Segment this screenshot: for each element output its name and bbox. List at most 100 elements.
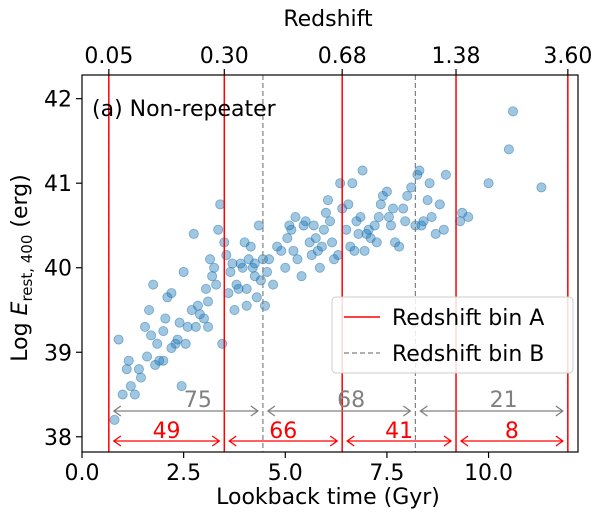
- data-point: [172, 334, 183, 345]
- y-tick-label: 38: [44, 426, 72, 451]
- data-point: [280, 262, 291, 273]
- data-point: [322, 195, 333, 206]
- data-point: [298, 220, 309, 231]
- data-point: [205, 254, 216, 265]
- x-tick-label: 10.0: [464, 461, 513, 486]
- data-point: [213, 224, 224, 235]
- data-point: [308, 220, 319, 231]
- data-point: [314, 262, 325, 273]
- data-point: [394, 241, 405, 252]
- data-point: [249, 258, 260, 269]
- data-point: [430, 228, 441, 239]
- data-point: [176, 381, 187, 392]
- data-point: [320, 207, 331, 218]
- data-point: [318, 224, 329, 235]
- data-point: [241, 283, 252, 294]
- data-point: [123, 355, 134, 366]
- data-point: [455, 216, 466, 227]
- x-axis-title: Lookback time (Gyr): [216, 485, 440, 510]
- data-point: [288, 245, 299, 256]
- bin-b-count-arrow-left-head: [112, 405, 122, 417]
- y-tick-label: 42: [44, 88, 72, 113]
- data-point: [327, 237, 338, 248]
- bin-b-count-label: 68: [337, 388, 365, 413]
- data-point: [190, 321, 201, 332]
- data-point: [207, 271, 218, 282]
- y-tick-label: 39: [44, 341, 72, 366]
- data-point: [221, 250, 232, 261]
- data-point: [351, 216, 362, 227]
- bin-a-count-arrow-right-head: [443, 435, 453, 447]
- data-point: [261, 266, 272, 277]
- data-point: [347, 178, 358, 189]
- data-point: [117, 389, 128, 400]
- x-tick-label: 7.5: [369, 461, 404, 486]
- top-tick-label: 0.30: [200, 44, 249, 69]
- data-point: [503, 144, 514, 155]
- bin-b-count-arrow-left-head: [266, 405, 276, 417]
- y-axis-title-symbol: E: [8, 301, 33, 315]
- x-tick-label: 0.0: [65, 461, 100, 486]
- data-point: [286, 224, 297, 235]
- data-point: [400, 216, 411, 227]
- y-axis-title-prefix: Log: [8, 315, 33, 361]
- top-tick-label: 3.60: [543, 44, 592, 69]
- data-point: [416, 220, 427, 231]
- bin-a-count-arrow-left-head: [228, 435, 237, 447]
- data-point: [259, 300, 270, 311]
- data-point: [215, 199, 226, 210]
- data-point: [335, 178, 346, 189]
- data-point: [188, 228, 199, 239]
- bin-b-count-arrow-right-head: [555, 405, 564, 417]
- data-point: [144, 304, 155, 315]
- y-tick-label: 41: [44, 172, 72, 197]
- data-point: [154, 355, 165, 366]
- data-point: [182, 321, 193, 332]
- data-point: [507, 106, 518, 117]
- data-point: [203, 296, 214, 307]
- data-point: [251, 292, 262, 303]
- data-point: [353, 228, 364, 239]
- data-point: [438, 224, 449, 235]
- data-point: [333, 250, 344, 261]
- data-point: [406, 182, 417, 193]
- bin-a-count-label: 66: [269, 419, 297, 444]
- data-point: [306, 250, 317, 261]
- y-axis-title-suffix: (erg): [8, 174, 33, 234]
- data-point: [290, 212, 301, 223]
- data-point: [160, 313, 171, 324]
- bin-a-count-arrow-right-head: [211, 435, 221, 447]
- x-tick-label: 2.5: [166, 461, 201, 486]
- data-point: [140, 321, 151, 332]
- data-point: [385, 220, 396, 231]
- y-tick-label: 40: [44, 257, 72, 282]
- bin-a-count-arrow-right-head: [555, 435, 564, 447]
- data-point: [310, 233, 321, 244]
- data-point: [148, 279, 159, 290]
- data-point: [375, 199, 386, 210]
- data-point: [371, 237, 382, 248]
- data-point: [135, 372, 146, 383]
- data-point: [245, 241, 256, 252]
- data-point: [200, 283, 211, 294]
- data-point: [414, 165, 425, 176]
- bin-a-count-arrow-left-head: [459, 435, 469, 447]
- data-point: [373, 212, 384, 223]
- data-point: [349, 245, 360, 256]
- data-point: [223, 288, 234, 299]
- bin-a-count-label: 41: [385, 419, 413, 444]
- data-point: [276, 245, 287, 256]
- bin-b-count-label: 21: [490, 388, 518, 413]
- data-point: [324, 216, 335, 227]
- plot-frame: [81, 74, 579, 453]
- bin-b-count-arrow-left-head: [419, 405, 428, 417]
- bin-a-count-arrow-left-head: [346, 435, 355, 447]
- data-point: [178, 266, 189, 277]
- data-point: [426, 212, 437, 223]
- data-point: [255, 275, 266, 286]
- data-point: [434, 199, 445, 210]
- data-point: [211, 279, 222, 290]
- data-point: [341, 224, 352, 235]
- bin-a-count-arrow-right-head: [329, 435, 339, 447]
